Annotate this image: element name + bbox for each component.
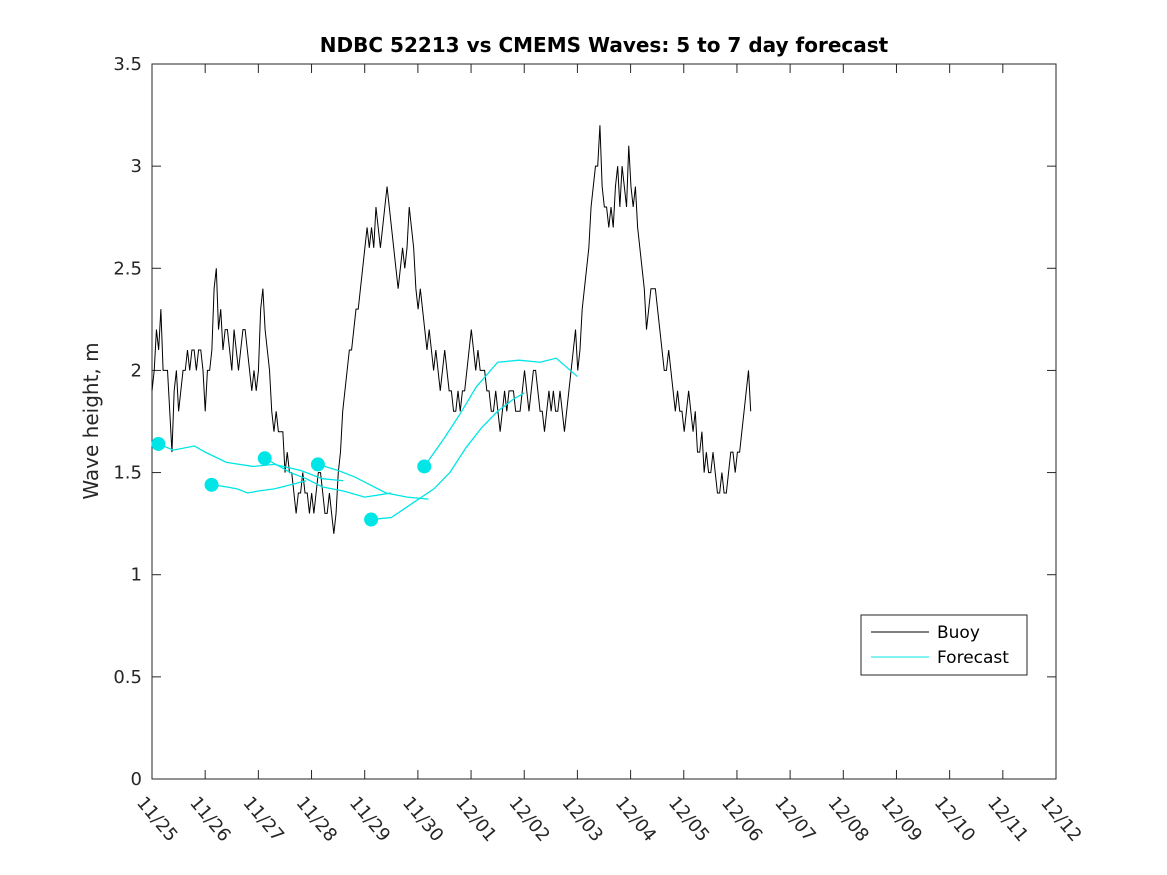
y-tick-label: 0	[131, 769, 142, 790]
forecast-start-marker	[364, 512, 379, 527]
chart-title: NDBC 52213 vs CMEMS Waves: 5 to 7 day fo…	[320, 33, 889, 57]
y-tick-label: 2.5	[113, 258, 142, 279]
series-line-forecast	[264, 457, 392, 498]
plot-area: 00.511.522.533.5 11/25 11/26 11/27 11/28 11/…	[113, 54, 1085, 846]
y-tick-label: 1	[131, 565, 142, 586]
forecast-start-marker	[204, 477, 219, 492]
y-axis-label: Wave height, m	[79, 342, 103, 499]
series-line-forecast	[211, 480, 307, 494]
y-tick-label: 1.5	[113, 463, 142, 484]
series-layer	[151, 125, 752, 534]
legend-label-buoy: Buoy	[937, 623, 980, 643]
series-line-forecast	[423, 357, 578, 467]
forecast-start-marker	[257, 451, 272, 466]
legend: Buoy Forecast	[860, 614, 1028, 676]
forecast-start-marker	[417, 459, 432, 474]
legend-label-forecast: Forecast	[937, 648, 1009, 668]
legend-box	[860, 614, 1028, 676]
forecast-start-marker	[310, 457, 325, 472]
y-tick-label: 0.5	[113, 667, 142, 688]
series-line-buoy	[151, 125, 752, 534]
forecast-start-marker	[151, 436, 166, 451]
series-line-forecast	[158, 443, 344, 482]
y-tick-label: 3.5	[113, 54, 142, 75]
series-line-forecast	[317, 463, 429, 500]
y-tick-label: 2	[131, 360, 142, 381]
series-line-forecast	[371, 392, 525, 521]
y-axis: 0 0.5 1 1.5 2 2.5 3 3.5	[113, 54, 1056, 790]
y-tick-label: 3	[131, 156, 142, 177]
